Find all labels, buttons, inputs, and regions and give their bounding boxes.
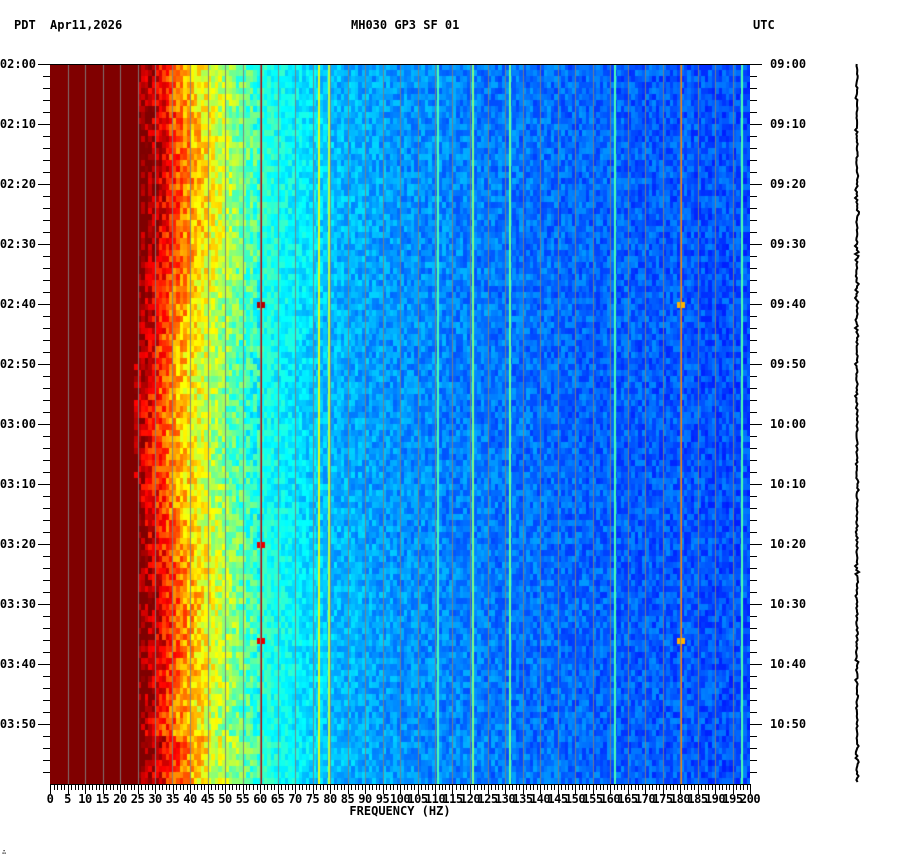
frequency-tick-label: 160 bbox=[599, 792, 621, 806]
pdt-time-label: 03:20 bbox=[0, 537, 36, 551]
seismogram-trace bbox=[853, 63, 861, 783]
pdt-time-label: 03:50 bbox=[0, 717, 36, 731]
frequency-tick-label: 185 bbox=[687, 792, 708, 806]
frequency-tick-label: 5 bbox=[64, 792, 71, 806]
frequency-tick-label: 90 bbox=[358, 792, 372, 806]
frequency-tick-label: 120 bbox=[459, 792, 481, 806]
frequency-tick-label: 170 bbox=[634, 792, 656, 806]
utc-time-label: 09:20 bbox=[770, 177, 807, 191]
corner-mark: ∴ bbox=[2, 848, 7, 856]
frequency-tick-label: 70 bbox=[288, 792, 302, 806]
frequency-tick-label: 200 bbox=[739, 792, 761, 806]
utc-time-label: 09:30 bbox=[770, 237, 807, 251]
frequency-tick-label: 50 bbox=[218, 792, 232, 806]
frequency-tick-label: 175 bbox=[652, 792, 673, 806]
header-date: Apr11,2026 bbox=[50, 18, 123, 32]
frequency-tick-label: 10 bbox=[78, 792, 92, 806]
frequency-tick-label: 155 bbox=[582, 792, 603, 806]
frequency-tick-label: 25 bbox=[130, 792, 145, 806]
frequency-tick-label: 195 bbox=[722, 792, 743, 806]
frequency-tick-label: 180 bbox=[669, 792, 691, 806]
pdt-time-label: 02:40 bbox=[0, 297, 36, 311]
frequency-tick-label: 55 bbox=[235, 792, 250, 806]
frequency-tick-label: 95 bbox=[375, 792, 390, 806]
pdt-time-label: 02:10 bbox=[0, 117, 36, 131]
frequency-tick-label: 135 bbox=[512, 792, 533, 806]
frequency-tick-label: 110 bbox=[424, 792, 446, 806]
frequency-tick-label: 65 bbox=[270, 792, 285, 806]
utc-time-label: 09:50 bbox=[770, 357, 807, 371]
frequency-tick-label: 40 bbox=[183, 792, 197, 806]
pdt-time-label: 03:30 bbox=[0, 597, 36, 611]
frequency-tick-label: 80 bbox=[323, 792, 337, 806]
frequency-tick-label: 15 bbox=[95, 792, 110, 806]
utc-time-label: 10:20 bbox=[770, 537, 807, 551]
utc-time-label: 09:40 bbox=[770, 297, 807, 311]
spectrogram-plot bbox=[50, 64, 750, 784]
frequency-tick-label: 100 bbox=[389, 792, 411, 806]
header-left-timezone: PDT bbox=[14, 18, 36, 32]
utc-time-label: 10:40 bbox=[770, 657, 807, 671]
frequency-tick-label: 35 bbox=[165, 792, 180, 806]
pdt-time-label: 02:30 bbox=[0, 237, 36, 251]
frequency-tick-label: 0 bbox=[46, 792, 54, 806]
frequency-tick-label: 75 bbox=[305, 792, 320, 806]
frequency-tick-label: 105 bbox=[407, 792, 428, 806]
spectrogram-canvas bbox=[50, 64, 750, 784]
frequency-tick-label: 125 bbox=[477, 792, 498, 806]
pdt-time-label: 02:00 bbox=[0, 57, 36, 71]
frequency-tick-label: 150 bbox=[564, 792, 586, 806]
utc-time-label: 10:10 bbox=[770, 477, 807, 491]
frequency-tick-label: 140 bbox=[529, 792, 551, 806]
frequency-tick-label: 190 bbox=[704, 792, 726, 806]
header-station: MH030 GP3 SF 01 bbox=[351, 18, 460, 32]
utc-time-label: 10:50 bbox=[770, 717, 807, 731]
frequency-tick-label: 165 bbox=[617, 792, 638, 806]
frequency-tick-label: 145 bbox=[547, 792, 568, 806]
frequency-axis-title: FREQUENCY (HZ) bbox=[349, 804, 451, 818]
utc-time-label: 10:30 bbox=[770, 597, 807, 611]
frequency-tick-label: 115 bbox=[442, 792, 463, 806]
frequency-tick-label: 85 bbox=[340, 792, 355, 806]
pdt-time-label: 03:00 bbox=[0, 417, 36, 431]
utc-time-label: 09:10 bbox=[770, 117, 807, 131]
pdt-time-label: 03:40 bbox=[0, 657, 36, 671]
frequency-tick-label: 45 bbox=[200, 792, 215, 806]
header-right-timezone: UTC bbox=[753, 18, 775, 32]
pdt-time-label: 02:20 bbox=[0, 177, 36, 191]
utc-time-label: 09:00 bbox=[770, 57, 807, 71]
frequency-tick-label: 30 bbox=[148, 792, 162, 806]
pdt-time-label: 03:10 bbox=[0, 477, 36, 491]
frequency-tick-label: 130 bbox=[494, 792, 516, 806]
pdt-time-label: 02:50 bbox=[0, 357, 36, 371]
frequency-tick-label: 60 bbox=[253, 792, 267, 806]
utc-time-label: 10:00 bbox=[770, 417, 807, 431]
frequency-tick-label: 20 bbox=[113, 792, 127, 806]
